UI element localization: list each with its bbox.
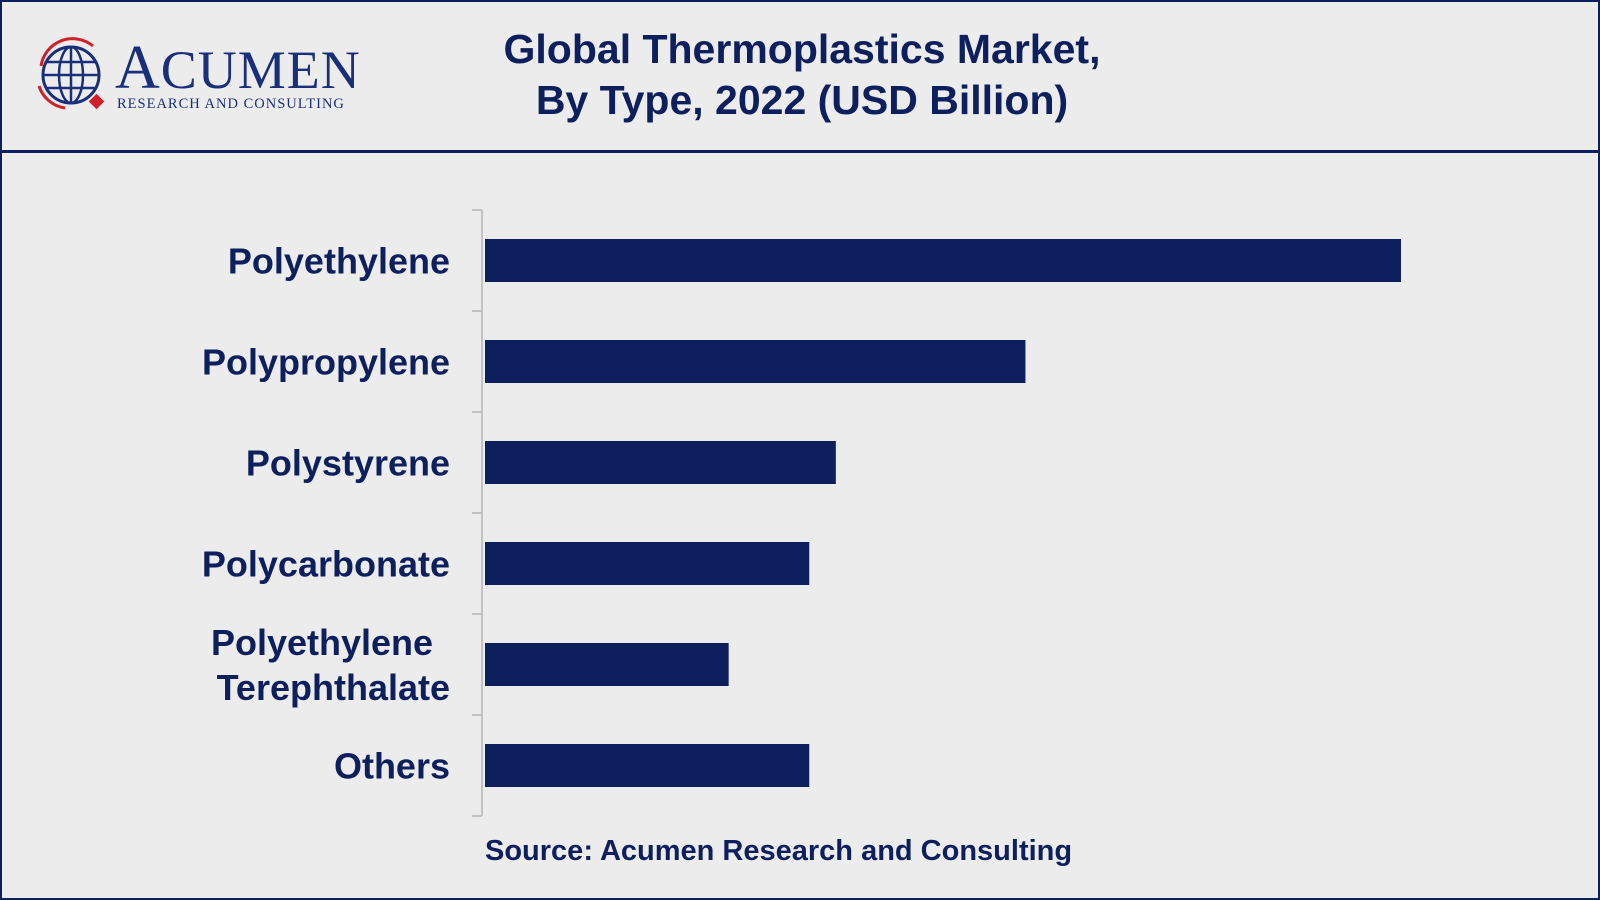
category-labels: Polyethylene Polypropylene Polystyrene Poly… xyxy=(202,241,450,787)
category-label: Polystyrene xyxy=(246,443,450,484)
source-note: Source: Acumen Research and Consulting xyxy=(485,835,1073,867)
category-label: Polypropylene xyxy=(202,342,450,383)
bar-polycarbonate xyxy=(485,542,810,585)
category-label: Polyethylene xyxy=(228,241,450,282)
bar-polyethylene xyxy=(485,239,1401,282)
bar-series xyxy=(485,239,1401,787)
globe-icon xyxy=(37,37,105,110)
category-label: Terephthalate xyxy=(217,667,450,708)
chart-title-line-2: By Type, 2022 (USD Billion) xyxy=(535,77,1069,123)
bar-polyethylene-terephthalate xyxy=(485,643,729,686)
logo-initial: A xyxy=(115,34,161,102)
category-label: Polycarbonate xyxy=(202,544,450,585)
acumen-logo: ACUMEN RESEARCH AND CONSULTING xyxy=(35,36,360,118)
logo-wordmark: ACUMEN xyxy=(115,37,361,100)
logo-rest: CUMEN xyxy=(160,40,361,100)
category-label: Polyethylene xyxy=(211,622,433,663)
y-axis xyxy=(472,209,483,817)
header-divider xyxy=(2,150,1598,153)
logo-tagline: RESEARCH AND CONSULTING xyxy=(117,96,345,112)
category-label: Others xyxy=(334,746,450,787)
chart-title-line-1: Global Thermoplastics Market, xyxy=(503,26,1101,72)
chart-title: Global Thermoplastics Market, By Type, 2… xyxy=(432,24,1172,126)
bar-polystyrene xyxy=(485,441,836,484)
bar-polypropylene xyxy=(485,340,1026,383)
bar-others xyxy=(485,744,810,787)
